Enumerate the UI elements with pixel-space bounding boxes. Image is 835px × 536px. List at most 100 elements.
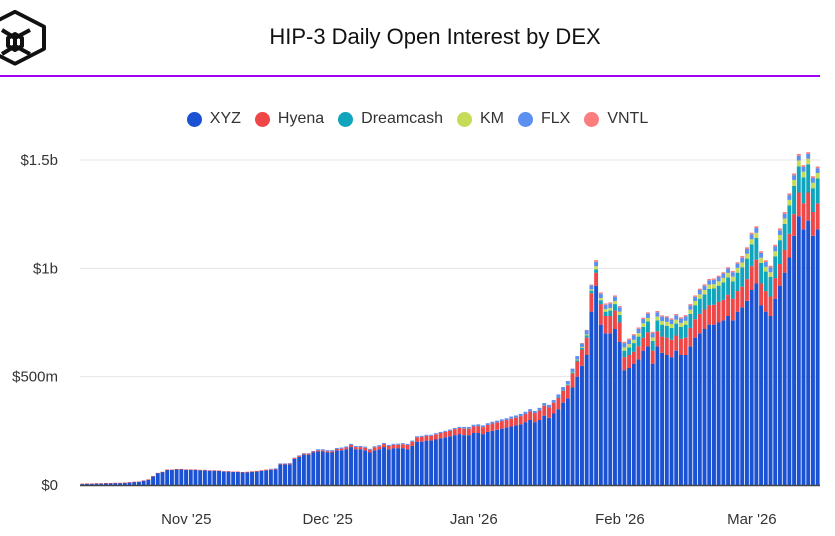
bar-hyena — [462, 428, 467, 436]
bar-xyz — [198, 470, 203, 485]
bar-xyz — [339, 450, 344, 485]
bar-flx — [646, 313, 650, 318]
bar-dreamcash — [584, 335, 589, 338]
bar-hyena — [570, 373, 575, 388]
legend-swatch — [254, 111, 270, 127]
bar-km — [674, 319, 679, 324]
bar-xyz — [518, 424, 523, 485]
legend-item-flx[interactable]: FLX — [517, 110, 570, 128]
bar-flx — [400, 443, 405, 445]
bar-xyz — [674, 350, 679, 485]
legend-item-xyz[interactable]: XYZ — [186, 110, 241, 128]
bar-vntl — [726, 267, 731, 269]
bar-vntl — [674, 314, 679, 316]
bar-vntl — [810, 176, 815, 178]
cube-logo-icon — [0, 10, 46, 66]
bar-flx — [594, 261, 599, 267]
bar-xyz — [438, 438, 443, 485]
bar-km — [740, 262, 745, 268]
bar-flx — [556, 394, 561, 398]
legend-item-dreamcash[interactable]: Dreamcash — [338, 110, 443, 128]
bar-vntl — [688, 304, 693, 306]
bar-xyz — [118, 483, 123, 485]
bar-vntl — [754, 226, 759, 229]
bar-hyena — [358, 447, 363, 450]
bar-flx — [716, 277, 721, 282]
bar-hyena — [707, 305, 712, 325]
bar-hyena — [396, 444, 401, 449]
bar-xyz — [306, 454, 311, 485]
bar-dreamcash — [730, 281, 735, 299]
bar-xyz — [382, 447, 386, 485]
bar-xyz — [108, 483, 113, 485]
bar-km — [763, 266, 768, 272]
bar-flx — [410, 440, 415, 442]
bar-hyena — [655, 331, 660, 347]
bar-hyena — [792, 214, 797, 236]
bar-xyz — [433, 439, 438, 485]
bar-flx — [419, 435, 424, 437]
bar-vntl — [744, 247, 749, 250]
bar-flx — [810, 177, 815, 183]
legend-item-vntl[interactable]: VNTL — [584, 110, 648, 128]
bar-xyz — [641, 350, 646, 485]
bar-km — [580, 346, 584, 348]
bar-flx — [759, 252, 764, 258]
bar-flx — [721, 273, 726, 278]
bar-xyz — [556, 409, 561, 485]
bar-flx — [777, 230, 782, 235]
bar-hyena — [801, 203, 806, 230]
bar-flx — [377, 445, 382, 447]
bar-xyz — [424, 440, 429, 485]
bar-flx — [528, 409, 533, 412]
legend-item-km[interactable]: KM — [456, 110, 504, 128]
bar-hyena — [726, 294, 731, 316]
bar-km — [707, 284, 712, 289]
bar-dreamcash — [664, 325, 669, 338]
bar-hyena — [141, 480, 146, 481]
bar-hyena — [424, 435, 429, 441]
bar-dreamcash — [570, 372, 575, 374]
bar-xyz — [613, 329, 617, 485]
bar-xyz — [429, 440, 434, 485]
bar-dreamcash — [693, 305, 698, 320]
bar-xyz — [636, 359, 641, 485]
legend-item-hyena[interactable]: Hyena — [254, 110, 324, 128]
bar-dreamcash — [660, 324, 665, 337]
bar-km — [678, 322, 683, 327]
bar-xyz — [768, 316, 773, 485]
bar-flx — [542, 403, 547, 406]
bar-flx — [278, 463, 283, 464]
bar-km — [565, 384, 570, 385]
bar-flx — [353, 446, 358, 448]
bar-flx — [650, 333, 655, 338]
bar-xyz — [655, 346, 660, 485]
bar-flx — [631, 335, 636, 340]
bar-vntl — [716, 275, 721, 277]
bar-vntl — [683, 315, 688, 317]
bar-flx — [325, 450, 330, 452]
bar-hyena — [693, 319, 698, 338]
bar-hyena — [547, 407, 551, 418]
bar-dreamcash — [740, 267, 745, 287]
bar-dreamcash — [707, 288, 712, 306]
bar-hyena — [188, 469, 193, 470]
bar-xyz — [278, 464, 283, 485]
bar-flx — [711, 279, 716, 285]
bar-xyz — [523, 422, 528, 485]
x-tick-label: Nov '25 — [161, 511, 211, 528]
bar-xyz — [273, 469, 278, 485]
bar-dreamcash — [613, 304, 617, 311]
bar-km — [575, 359, 580, 361]
bar-km — [726, 272, 731, 278]
bar-flx — [485, 423, 490, 425]
bar-hyena — [664, 337, 669, 355]
bar-dreamcash — [711, 288, 716, 305]
bar-hyena — [735, 291, 740, 312]
bar-xyz — [683, 355, 688, 485]
bar-flx — [740, 257, 745, 263]
bar-xyz — [231, 472, 236, 485]
bar-xyz — [495, 429, 500, 485]
bar-xyz — [240, 472, 245, 485]
bar-hyena — [382, 444, 386, 448]
